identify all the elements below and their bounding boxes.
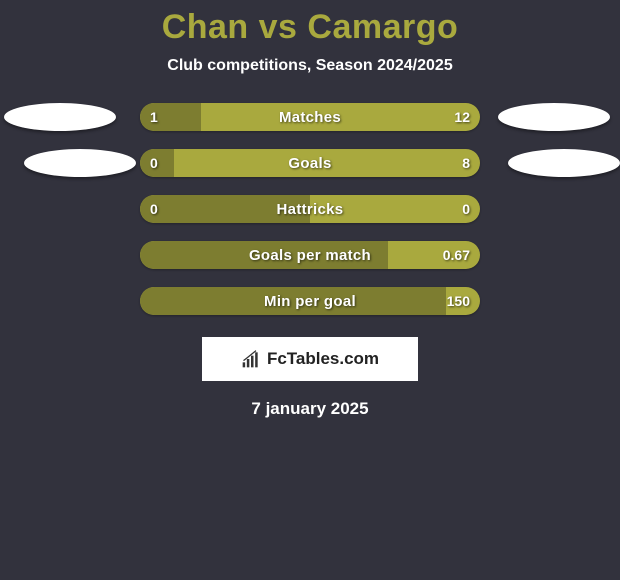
- stat-row: Min per goal150: [0, 287, 620, 315]
- stat-value-right: 150: [447, 287, 470, 315]
- bars-icon: [241, 349, 261, 369]
- logo-box[interactable]: FcTables.com: [202, 337, 418, 381]
- stat-bar: 0Hattricks0: [140, 195, 480, 223]
- stat-row: Goals per match0.67: [0, 241, 620, 269]
- stat-value-right: 8: [462, 149, 470, 177]
- player-right-ellipse-wrap: [480, 149, 620, 177]
- logo-text: FcTables.com: [267, 349, 379, 369]
- player-right-ellipse-wrap: [480, 103, 620, 131]
- comparison-container: Chan vs Camargo Club competitions, Seaso…: [0, 0, 620, 419]
- stat-bar: Min per goal150: [140, 287, 480, 315]
- player-right-ellipse: [498, 103, 610, 131]
- stat-value-right: 0.67: [443, 241, 470, 269]
- stat-bar: Goals per match0.67: [140, 241, 480, 269]
- stat-value-right: 12: [454, 103, 470, 131]
- player-left-ellipse: [24, 149, 136, 177]
- player-left-ellipse-wrap: [0, 149, 140, 177]
- stat-bar: 1Matches12: [140, 103, 480, 131]
- player-left-ellipse: [4, 103, 116, 131]
- stat-label: Goals per match: [140, 241, 480, 269]
- player-left-ellipse-wrap: [0, 103, 140, 131]
- stat-row: 0Goals8: [0, 149, 620, 177]
- stat-bar: 0Goals8: [140, 149, 480, 177]
- stats-area: 1Matches120Goals80Hattricks0Goals per ma…: [0, 103, 620, 315]
- subtitle: Club competitions, Season 2024/2025: [0, 57, 620, 75]
- stat-label: Matches: [140, 103, 480, 131]
- stat-label: Min per goal: [140, 287, 480, 315]
- stat-row: 0Hattricks0: [0, 195, 620, 223]
- player-right-ellipse: [508, 149, 620, 177]
- page-title: Chan vs Camargo: [0, 8, 620, 47]
- date-text: 7 january 2025: [0, 399, 620, 419]
- stat-label: Goals: [140, 149, 480, 177]
- stat-value-right: 0: [462, 195, 470, 223]
- stat-row: 1Matches12: [0, 103, 620, 131]
- stat-label: Hattricks: [140, 195, 480, 223]
